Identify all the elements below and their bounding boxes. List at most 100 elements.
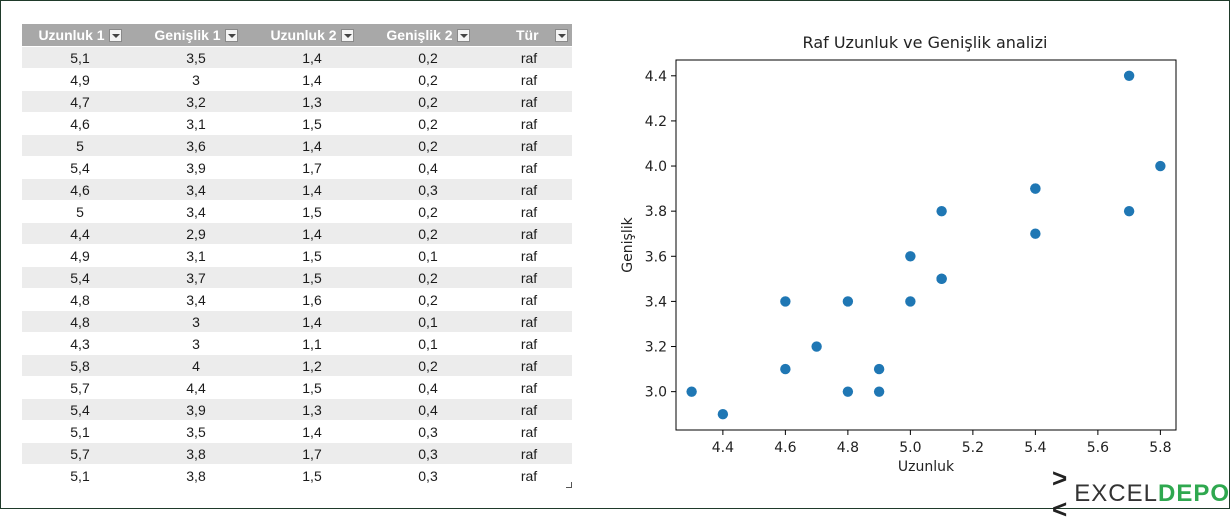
table-cell[interactable]: 5,1 bbox=[22, 420, 138, 443]
table-cell[interactable]: raf bbox=[486, 464, 572, 487]
table-cell[interactable]: raf bbox=[486, 376, 572, 399]
table-cell[interactable]: 1,4 bbox=[254, 134, 370, 157]
table-cell[interactable]: 4 bbox=[138, 354, 254, 377]
table-cell[interactable]: 1,3 bbox=[254, 398, 370, 421]
table-cell[interactable]: 3,2 bbox=[138, 90, 254, 113]
table-cell[interactable]: 1,4 bbox=[254, 46, 370, 69]
table-cell[interactable]: 3,4 bbox=[138, 200, 254, 223]
table-cell[interactable]: raf bbox=[486, 112, 572, 135]
filter-dropdown-icon[interactable] bbox=[108, 28, 122, 42]
table-cell[interactable]: raf bbox=[486, 46, 572, 69]
table-cell[interactable]: 3,8 bbox=[138, 442, 254, 465]
table-cell[interactable]: 0,2 bbox=[370, 46, 486, 69]
table-cell[interactable]: 5,8 bbox=[22, 354, 138, 377]
table-cell[interactable]: 4,3 bbox=[22, 332, 138, 355]
table-cell[interactable]: 4,6 bbox=[22, 112, 138, 135]
table-cell[interactable]: 1,4 bbox=[254, 178, 370, 201]
table-cell[interactable]: raf bbox=[486, 68, 572, 91]
table-cell[interactable]: 4,8 bbox=[22, 288, 138, 311]
table-cell[interactable]: 5,4 bbox=[22, 156, 138, 179]
table-cell[interactable]: 3 bbox=[138, 310, 254, 333]
table-cell[interactable]: 0,3 bbox=[370, 178, 486, 201]
table-cell[interactable]: 4,9 bbox=[22, 68, 138, 91]
table-cell[interactable]: raf bbox=[486, 398, 572, 421]
table-cell[interactable]: 0,3 bbox=[370, 442, 486, 465]
table-cell[interactable]: 3,4 bbox=[138, 178, 254, 201]
table-cell[interactable]: 1,5 bbox=[254, 464, 370, 487]
table-cell[interactable]: 1,2 bbox=[254, 354, 370, 377]
table-cell[interactable]: 1,1 bbox=[254, 332, 370, 355]
table-cell[interactable]: 1,7 bbox=[254, 156, 370, 179]
table-cell[interactable]: raf bbox=[486, 354, 572, 377]
table-cell[interactable]: raf bbox=[486, 442, 572, 465]
table-cell[interactable]: 3,5 bbox=[138, 46, 254, 69]
table-cell[interactable]: 1,4 bbox=[254, 68, 370, 91]
table-cell[interactable]: 1,5 bbox=[254, 200, 370, 223]
table-cell[interactable]: 5,4 bbox=[22, 266, 138, 289]
table-cell[interactable]: raf bbox=[486, 420, 572, 443]
table-cell[interactable]: 3,1 bbox=[138, 112, 254, 135]
filter-dropdown-icon[interactable] bbox=[224, 28, 238, 42]
table-cell[interactable]: raf bbox=[486, 244, 572, 267]
table-cell[interactable]: 5,1 bbox=[22, 46, 138, 69]
table-cell[interactable]: 0,3 bbox=[370, 420, 486, 443]
table-cell[interactable]: 3,9 bbox=[138, 156, 254, 179]
table-cell[interactable]: 5,4 bbox=[22, 398, 138, 421]
table-cell[interactable]: 5,1 bbox=[22, 464, 138, 487]
table-cell[interactable]: 3,6 bbox=[138, 134, 254, 157]
table-cell[interactable]: 0,4 bbox=[370, 376, 486, 399]
table-cell[interactable]: 3,9 bbox=[138, 398, 254, 421]
table-cell[interactable]: 4,8 bbox=[22, 310, 138, 333]
table-cell[interactable]: 1,7 bbox=[254, 442, 370, 465]
table-cell[interactable]: raf bbox=[486, 90, 572, 113]
table-cell[interactable]: 1,4 bbox=[254, 222, 370, 245]
table-cell[interactable]: 3,1 bbox=[138, 244, 254, 267]
table-cell[interactable]: 0,2 bbox=[370, 68, 486, 91]
table-cell[interactable]: raf bbox=[486, 310, 572, 333]
table-cell[interactable]: 0,1 bbox=[370, 310, 486, 333]
table-cell[interactable]: 1,4 bbox=[254, 310, 370, 333]
table-cell[interactable]: 0,2 bbox=[370, 90, 486, 113]
table-cell[interactable]: 0,2 bbox=[370, 266, 486, 289]
table-cell[interactable]: raf bbox=[486, 156, 572, 179]
table-cell[interactable]: 4,4 bbox=[22, 222, 138, 245]
table-cell[interactable]: 4,9 bbox=[22, 244, 138, 267]
table-cell[interactable]: 0,1 bbox=[370, 244, 486, 267]
table-cell[interactable]: 3 bbox=[138, 68, 254, 91]
table-cell[interactable]: 3 bbox=[138, 332, 254, 355]
table-cell[interactable]: raf bbox=[486, 266, 572, 289]
table-cell[interactable]: 0,2 bbox=[370, 222, 486, 245]
filter-dropdown-icon[interactable] bbox=[340, 28, 354, 42]
table-cell[interactable]: 1,5 bbox=[254, 244, 370, 267]
table-cell[interactable]: 0,2 bbox=[370, 200, 486, 223]
table-cell[interactable]: raf bbox=[486, 200, 572, 223]
table-cell[interactable]: 0,2 bbox=[370, 112, 486, 135]
table-cell[interactable]: 1,6 bbox=[254, 288, 370, 311]
table-cell[interactable]: 0,4 bbox=[370, 398, 486, 421]
table-cell[interactable]: 0,2 bbox=[370, 354, 486, 377]
table-cell[interactable]: 4,6 bbox=[22, 178, 138, 201]
table-cell[interactable]: 0,3 bbox=[370, 464, 486, 487]
table-cell[interactable]: 4,7 bbox=[22, 90, 138, 113]
filter-dropdown-icon[interactable] bbox=[456, 28, 470, 42]
table-cell[interactable]: 1,5 bbox=[254, 376, 370, 399]
table-cell[interactable]: 2,9 bbox=[138, 222, 254, 245]
table-cell[interactable]: 1,4 bbox=[254, 420, 370, 443]
table-cell[interactable]: raf bbox=[486, 332, 572, 355]
table-cell[interactable]: 0,1 bbox=[370, 332, 486, 355]
table-cell[interactable]: raf bbox=[486, 288, 572, 311]
table-cell[interactable]: 1,3 bbox=[254, 90, 370, 113]
table-cell[interactable]: 1,5 bbox=[254, 112, 370, 135]
table-cell[interactable]: raf bbox=[486, 222, 572, 245]
table-cell[interactable]: 1,5 bbox=[254, 266, 370, 289]
table-cell[interactable]: 0,2 bbox=[370, 134, 486, 157]
table-cell[interactable]: 5 bbox=[22, 200, 138, 223]
table-cell[interactable]: 4,4 bbox=[138, 376, 254, 399]
table-cell[interactable]: 5 bbox=[22, 134, 138, 157]
table-cell[interactable]: 3,7 bbox=[138, 266, 254, 289]
table-cell[interactable]: raf bbox=[486, 178, 572, 201]
filter-dropdown-icon[interactable] bbox=[555, 28, 568, 42]
table-cell[interactable]: 0,4 bbox=[370, 156, 486, 179]
table-cell[interactable]: raf bbox=[486, 134, 572, 157]
table-cell[interactable]: 5,7 bbox=[22, 376, 138, 399]
